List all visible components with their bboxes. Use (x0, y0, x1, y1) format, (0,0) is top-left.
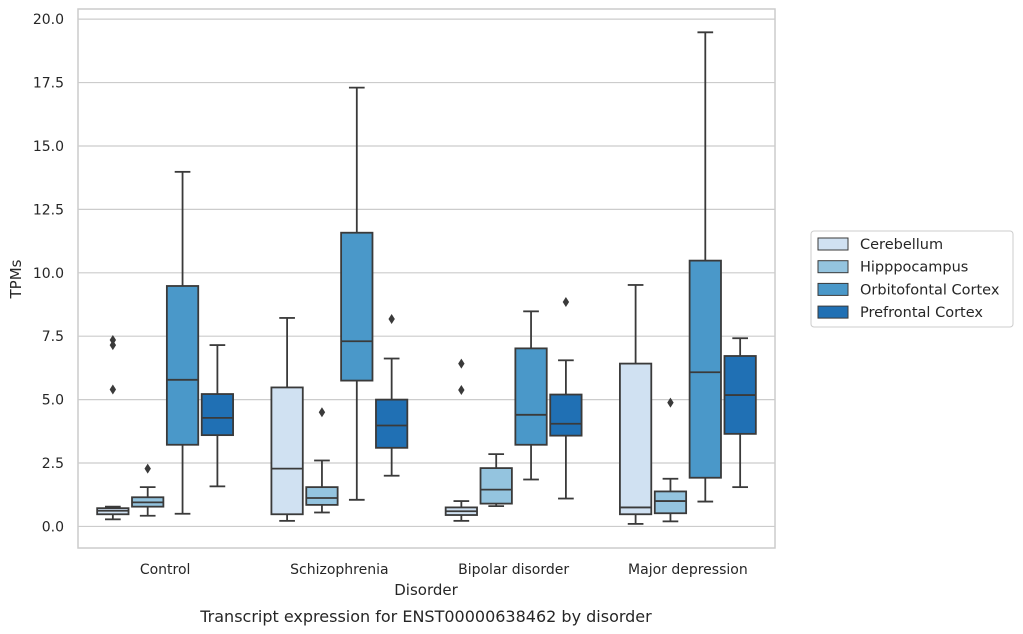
box (514, 310, 548, 481)
y-tick-label: 15.0 (33, 139, 64, 155)
box (270, 317, 304, 522)
outlier-point (144, 463, 151, 474)
y-tick-labels: 0.0 2.5 5.0 7.5 10.0 12.5 15.0 17.5 20.0 (33, 12, 64, 535)
legend-label: Prefrontal Cortex (860, 305, 983, 321)
box (131, 463, 165, 517)
x-tick-label: Schizophrenia (290, 562, 388, 578)
box (549, 296, 583, 500)
legend: Cerebellum Hipppocampus Orbitofontal Corte… (810, 230, 1014, 328)
box-iqr (375, 398, 409, 449)
box-plot-series (96, 31, 757, 525)
outlier-point (562, 296, 570, 307)
y-tick-label: 10.0 (33, 266, 64, 282)
box (723, 337, 757, 489)
plot-frame (77, 8, 776, 549)
box (688, 31, 722, 503)
legend-label: Orbitofontal Cortex (860, 282, 1000, 298)
box (444, 358, 478, 522)
box-iqr (200, 393, 234, 437)
outlier-point (109, 340, 117, 351)
box-iqr (653, 490, 688, 515)
box-iqr (270, 386, 304, 516)
outlier-point (667, 397, 674, 408)
x-tick-label: Bipolar disorder (458, 562, 569, 578)
legend-label: Cerebellum (860, 237, 943, 253)
box-iqr (479, 467, 513, 505)
outlier-point (388, 313, 395, 324)
box-iqr (549, 393, 583, 437)
box-iqr (688, 259, 722, 479)
box-iqr (619, 362, 653, 516)
box (479, 453, 513, 508)
y-axis-label: TPMs (7, 259, 25, 299)
y-tick-label: 5.0 (42, 393, 64, 409)
outlier-point (458, 384, 465, 395)
y-tick-label: 12.5 (33, 202, 64, 218)
outlier-point (109, 384, 117, 395)
outlier-point (458, 358, 465, 369)
legend-label: Hipppocampus (860, 260, 968, 276)
y-tick-label: 20.0 (33, 12, 64, 28)
x-tick-label: Control (140, 562, 191, 578)
x-tick-label: Major depression (628, 562, 748, 578)
y-tick-label: 2.5 (42, 456, 64, 472)
legend-swatch (817, 260, 849, 274)
legend-swatch (817, 305, 849, 319)
box (200, 344, 234, 488)
y-tick-label: 0.0 (42, 519, 64, 535)
box (165, 170, 200, 515)
legend-frame (810, 230, 1014, 328)
box (653, 397, 688, 523)
box (375, 313, 409, 477)
x-tick-labels: Control Schizophrenia Bipolar disorder Majo… (140, 562, 748, 578)
legend-swatch (817, 237, 849, 251)
legend-swatch (817, 282, 849, 296)
box-iqr (165, 285, 200, 446)
outlier-point (109, 335, 117, 346)
box (340, 86, 374, 501)
box (619, 284, 653, 525)
chart-caption: Transcript expression for ENST0000063846… (199, 607, 652, 626)
box-iqr (340, 231, 374, 382)
outlier-point (318, 407, 326, 418)
box-iqr (305, 486, 339, 506)
box (305, 407, 339, 514)
y-tick-label: 7.5 (42, 329, 64, 345)
box (96, 335, 130, 521)
x-axis-label: Disorder (394, 581, 458, 599)
box-iqr (514, 347, 548, 446)
y-tick-label: 17.5 (33, 76, 64, 92)
